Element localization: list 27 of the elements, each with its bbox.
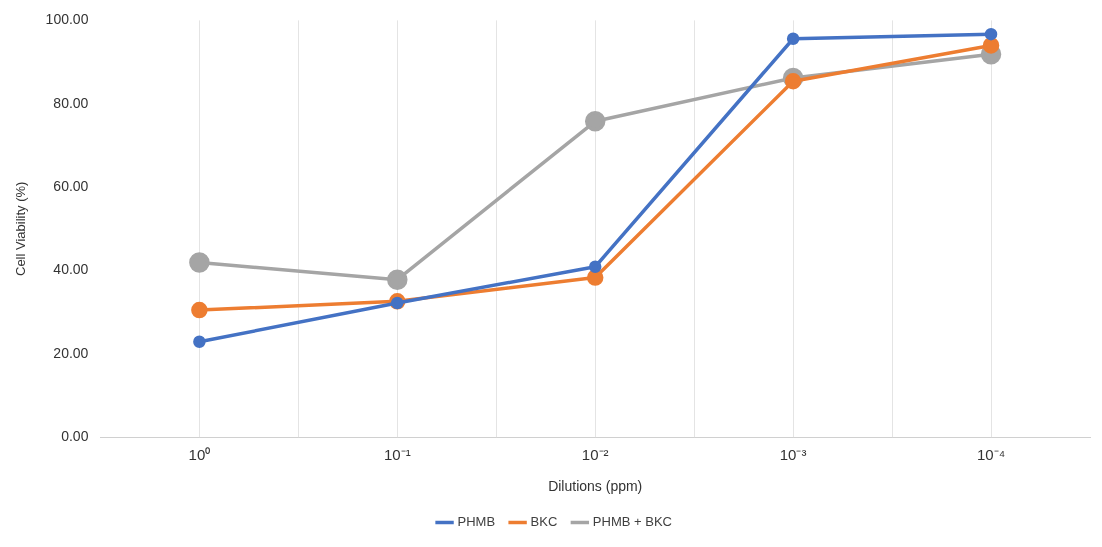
point — [387, 269, 408, 290]
y-tick-label: 0.00 — [61, 428, 89, 445]
y-tick-label: 80.00 — [53, 94, 89, 111]
point — [982, 37, 1000, 54]
point — [984, 27, 998, 41]
legend-label: PHMB + BKC — [592, 514, 672, 530]
y-tick-label: 100.00 — [45, 11, 89, 28]
x-tick-label: 10⁰ — [188, 446, 211, 464]
point — [193, 335, 206, 348]
legend-label: BKC — [530, 514, 558, 530]
point — [784, 73, 802, 90]
x-tick-label: 10⁻⁴ — [976, 446, 1006, 464]
y-tick-label: 40.00 — [53, 261, 89, 278]
y-axis-title: Cell Viability (%) — [13, 181, 29, 276]
point — [786, 32, 800, 45]
legend-label: PHMB — [457, 514, 496, 530]
x-tick-label: 10⁻² — [581, 446, 609, 464]
point — [586, 269, 604, 286]
x-tick-label: 10⁻³ — [779, 446, 807, 464]
point — [191, 301, 208, 319]
point — [189, 252, 210, 273]
point — [588, 260, 602, 273]
y-tick-label: 20.00 — [53, 344, 89, 361]
y-tick-label: 60.00 — [53, 177, 89, 194]
point — [584, 111, 606, 132]
x-tick-label: 10⁻¹ — [383, 446, 411, 464]
x-axis-title: Dilutions (ppm) — [548, 478, 643, 495]
